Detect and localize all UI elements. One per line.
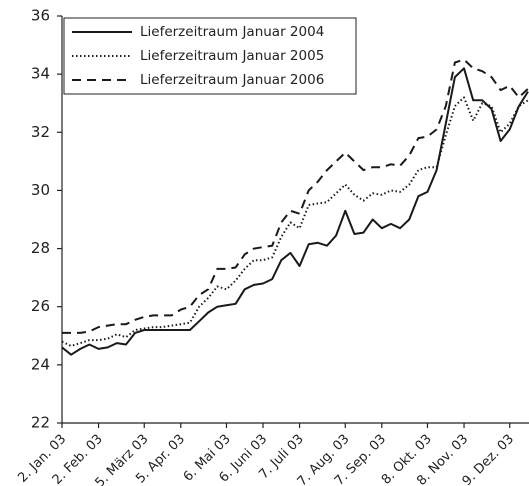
y-tick-label: 22 (31, 414, 50, 432)
y-tick-label: 28 (31, 239, 50, 257)
series-line (61, 96, 529, 347)
y-tick-label: 34 (31, 65, 50, 83)
y-tick-label: 30 (31, 181, 50, 199)
legend-label: Lieferzeitraum Januar 2006 (140, 72, 324, 88)
y-tick-label: 24 (31, 355, 50, 373)
series-line (61, 67, 529, 356)
series-line (62, 58, 529, 334)
y-tick-label: 32 (31, 123, 50, 141)
y-tick-label: 26 (31, 297, 50, 315)
legend-label: Lieferzeitraum Januar 2005 (140, 48, 324, 64)
legend-label: Lieferzeitraum Januar 2004 (140, 24, 324, 40)
y-tick-label: 36 (31, 7, 50, 25)
